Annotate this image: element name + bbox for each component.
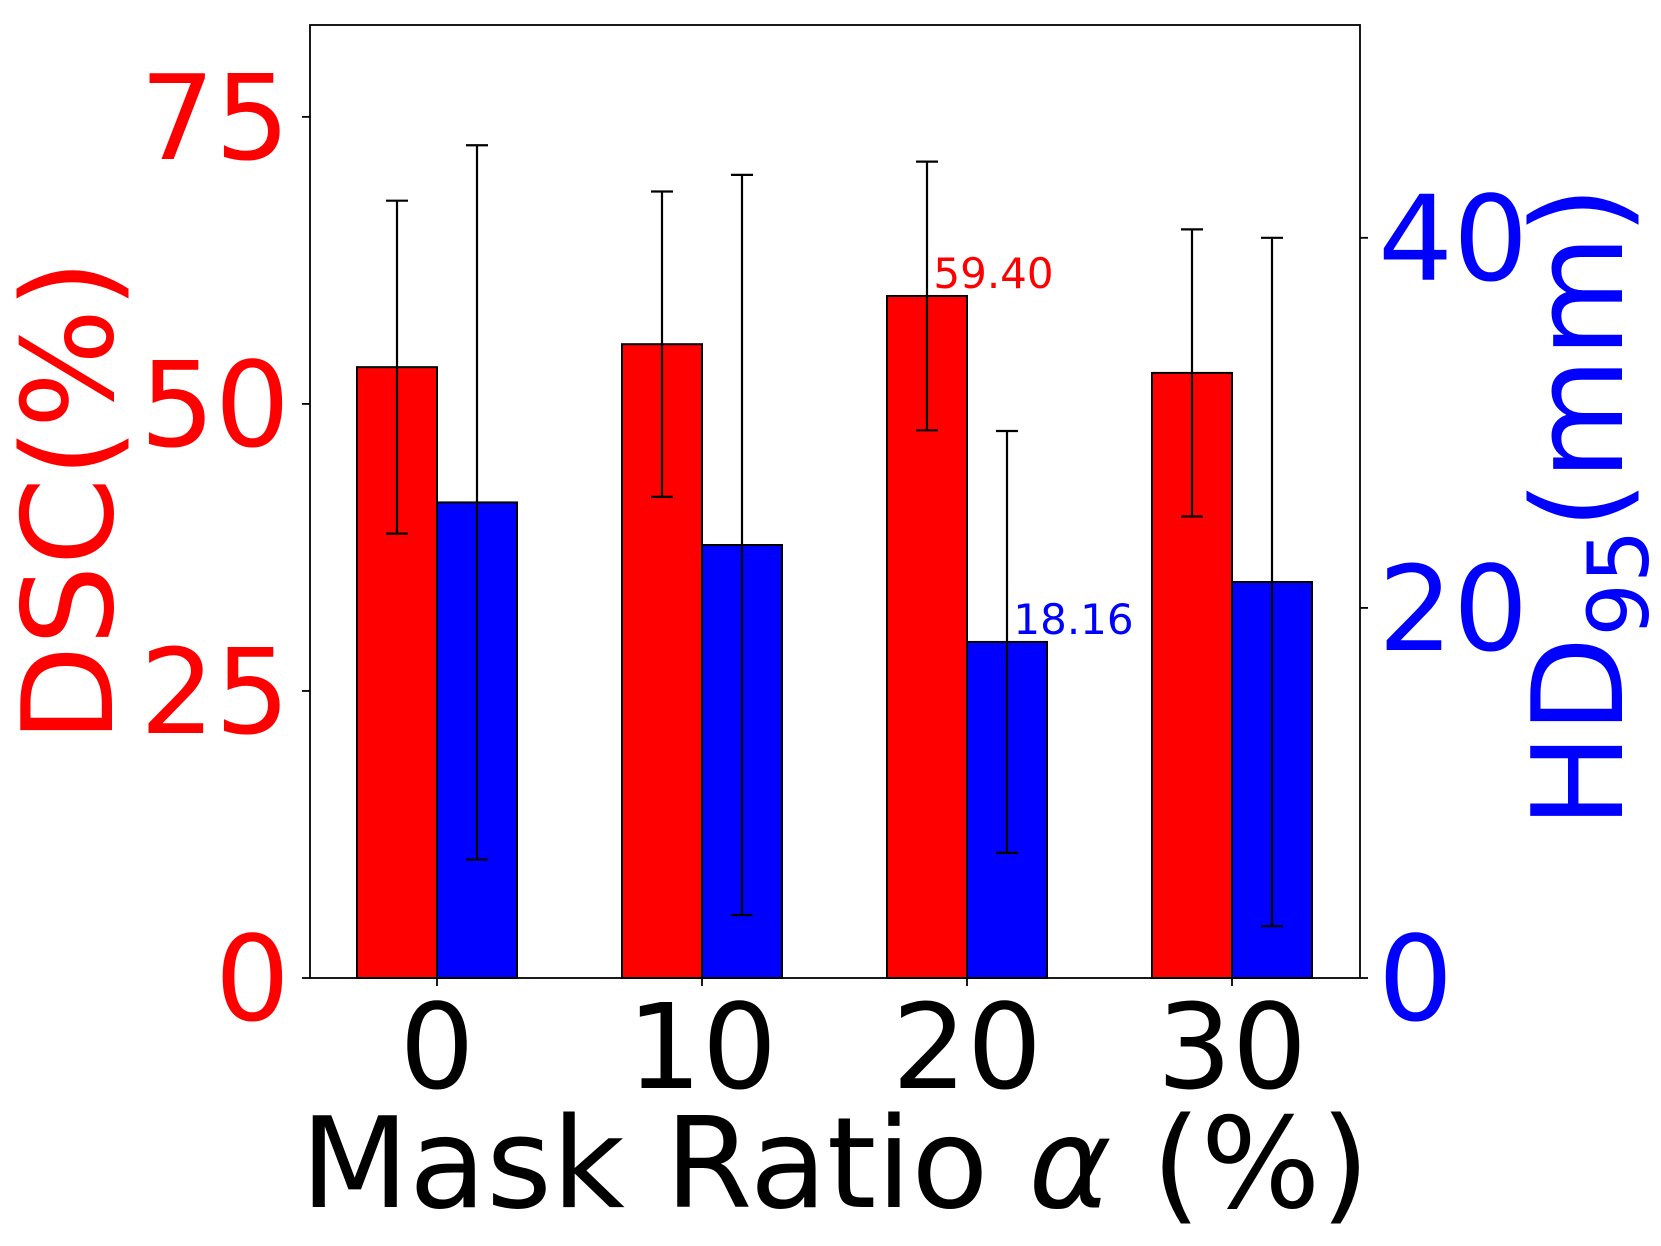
error-bar-hd95-30	[1261, 236, 1283, 928]
annotations-layer: 59.40 18.16	[933, 249, 1133, 644]
x-tick-label-30: 30	[1157, 978, 1307, 1116]
x-tick-label-10: 10	[627, 978, 777, 1116]
left-tick-label-25: 25	[140, 623, 290, 761]
right-tick-label-0: 0	[1378, 910, 1453, 1048]
right-axis-title: HD95(mm)	[1505, 186, 1661, 828]
ticks-layer: 0 25 50 75 0 20 40 0 10 20 30	[140, 49, 1528, 1116]
x-axis-title: Mask Ratio α (%)	[300, 1090, 1369, 1237]
left-tick-label-75: 75	[140, 49, 290, 187]
left-tick-label-50: 50	[140, 336, 290, 474]
left-tick-label-0: 0	[215, 910, 290, 1048]
left-axis-title: DSC(%)	[0, 259, 142, 742]
plot-frame	[309, 24, 1361, 979]
error-bar-dsc-10	[651, 190, 673, 499]
value-label-dsc-20: 59.40	[933, 249, 1053, 298]
x-tick-label-20: 20	[892, 978, 1042, 1116]
error-bar-dsc-30	[1181, 228, 1203, 518]
value-label-hd95-20: 18.16	[1013, 595, 1133, 644]
error-bar-dsc-0	[386, 199, 408, 535]
right-tick-label-20: 20	[1378, 540, 1528, 678]
error-bar-hd95-10	[731, 173, 753, 917]
error-bar-dsc-20	[916, 160, 938, 432]
error-bar-hd95-0	[466, 144, 488, 861]
error-bar-hd95-20	[996, 429, 1018, 855]
error-bars-layer	[386, 144, 1283, 928]
bars-layer	[356, 294, 1313, 980]
x-tick-label-0: 0	[399, 978, 474, 1116]
right-tick-label-40: 40	[1378, 170, 1528, 308]
